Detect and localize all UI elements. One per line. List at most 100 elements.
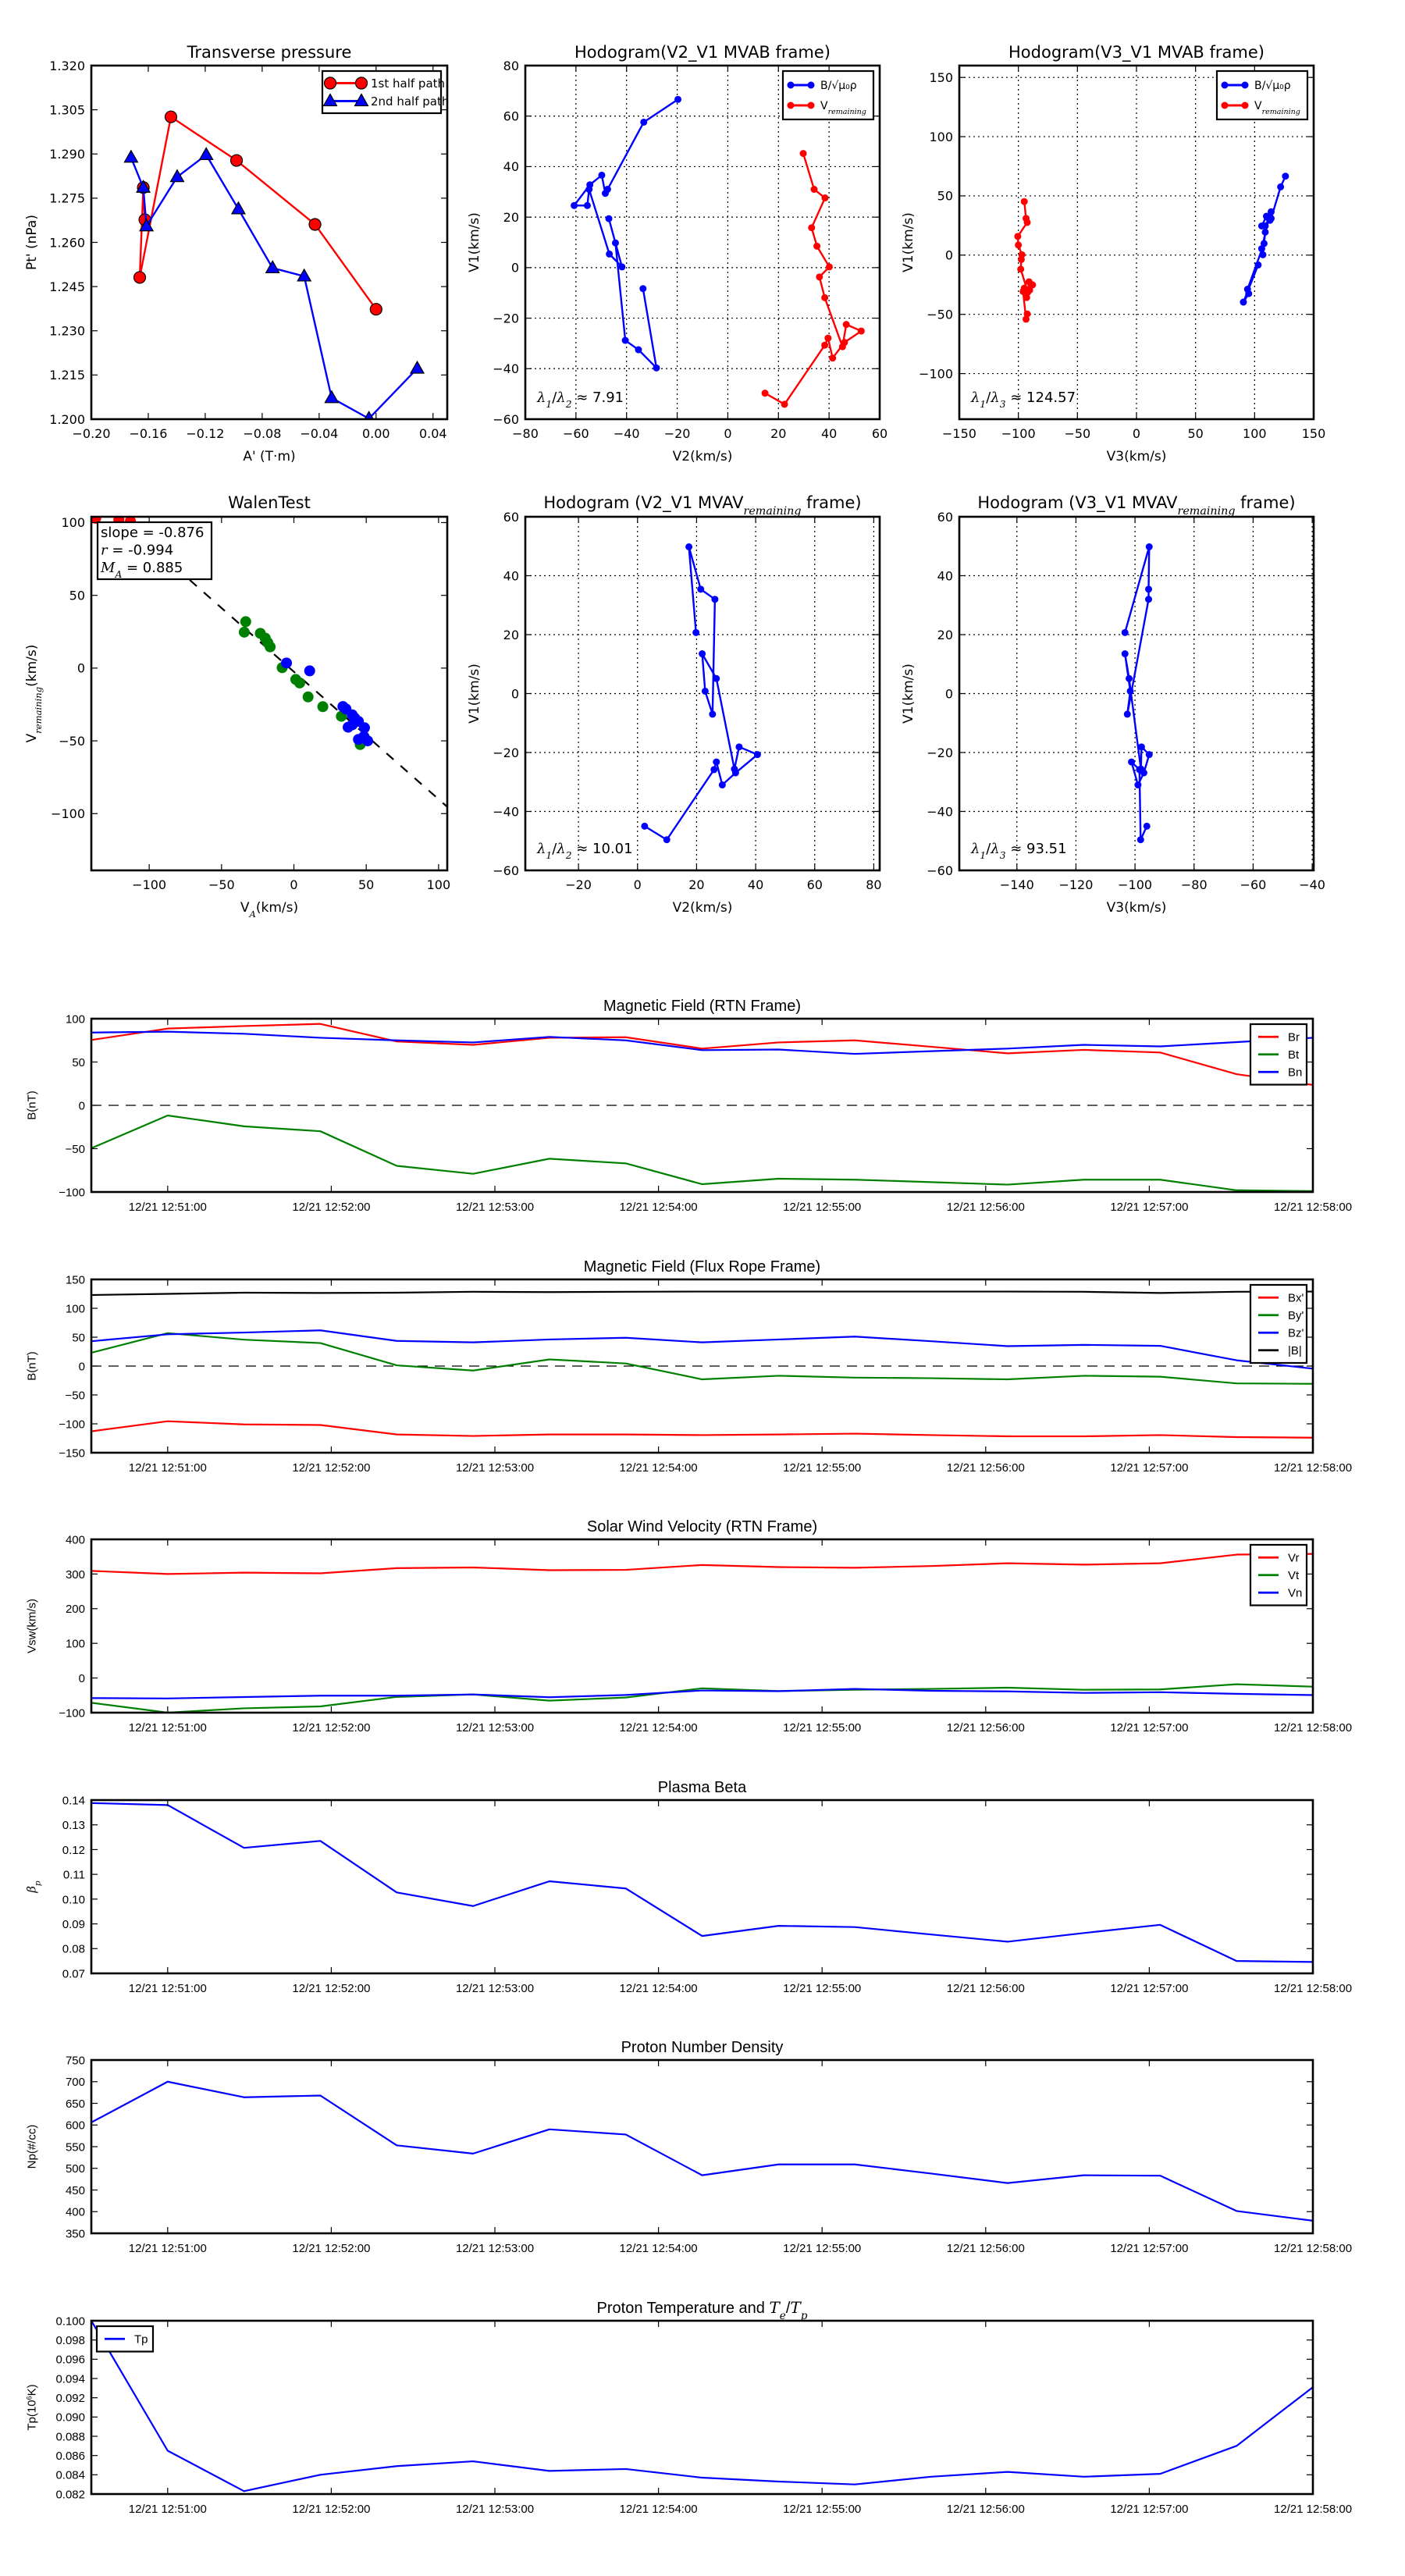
stats-box-frame [96,521,213,581]
plot-area [91,2321,1313,2494]
y-tick-label: 0.088 [55,2430,85,2443]
y-tick-label: 100 [929,130,953,144]
x-tick-label: 12/21 12:53:00 [456,2503,534,2516]
eigenvalue-ratio-annotation-part: / [986,390,991,406]
legend-marker [1221,81,1229,89]
chart-title-part: T [790,2298,802,2317]
chart-title: Magnetic Field (Flux Rope Frame) [584,1258,820,1276]
y-tick-label: 150 [66,1273,85,1286]
hodogram-v3-v1-mvav-chart: −140 −120 −100 −80 −60 −40 −60 −40 −20 0 20 40 60 Hod… [901,493,1325,916]
legend-label-b: |B| [1288,1344,1302,1357]
x-tick-label: 12/21 12:56:00 [947,1982,1025,1995]
hodogram-v3-v1-mvab-chart: −150 −100 −50 0 50 100 150 −100 −50 0 50 100 150 Hodo… [901,43,1325,464]
y-tick-label: 0.090 [55,2411,85,2425]
2nd-half-path-point [169,169,185,183]
y-axis-label: Tp(106K) [25,2384,38,2430]
series-2-point [358,722,370,734]
b-point [640,118,648,126]
b-point [1268,208,1275,215]
series-0-point [713,758,720,766]
y-tick-label: 0.098 [55,2334,85,2347]
y-tick-label: 400 [66,2206,85,2219]
x-tick-label: 12/21 12:53:00 [456,1201,534,1214]
x-tick-label: 12/21 12:51:00 [129,1982,207,1995]
2nd-half-path-point [198,147,214,160]
x-tick-label: 12/21 12:57:00 [1110,1721,1188,1735]
y-tick-label: 1.200 [49,412,85,427]
x-tick-label: 12/21 12:57:00 [1110,1201,1188,1214]
eigenvalue-ratio-annotation-part: 3 [1000,399,1006,410]
vremaining-point [813,242,821,250]
y-tick-label: 0.100 [55,2314,85,2328]
y-tick-label: 1.320 [49,59,85,73]
b-point [1282,173,1289,180]
legend-label-vremaining-part: remaining [1262,108,1300,116]
bx-line [91,1420,1313,1439]
x-tick-label: −50 [208,877,235,892]
2nd-half-path-point [136,180,151,193]
x-tick-label: 12/21 12:53:00 [456,2242,534,2255]
vremaining-point [821,294,829,301]
eigenvalue-ratio-annotation-part: λ [556,841,565,857]
x-tick-label: 0.00 [362,426,390,441]
x-tick-label: 0.04 [419,426,447,441]
vt-line [91,1683,1313,1713]
series-0-point [1134,781,1142,789]
series-1-point [238,626,250,638]
eigenvalue-ratio-annotation-part: 1 [980,399,986,410]
x-tick-label: 20 [770,426,786,441]
x-tick-label: 12/21 12:56:00 [947,1201,1025,1214]
eigenvalue-ratio-annotation-part: λ [990,390,999,406]
y-tick-label: 400 [66,1533,85,1546]
2nd-half-path-point [230,201,246,215]
y-axis-label: Vsw(km/s) [25,1599,38,1653]
b-line [91,1290,1313,1297]
eigenvalue-ratio-annotation-part: / [986,841,991,857]
x-tick-label: 0 [1133,426,1140,441]
series-0-point [699,650,706,658]
x-tick-label: 12/21 12:52:00 [292,1201,370,1214]
proton-temperature-chart: 12/21 12:51:00 12/21 12:52:00 12/21 12:53:… [25,2298,1352,2516]
x-tick-label: 50 [1187,426,1203,441]
x-tick-label: −0.04 [300,426,338,441]
y-tick-label: −20 [927,745,953,760]
proton-number-density-chart: 12/21 12:51:00 12/21 12:52:00 12/21 12:53:… [25,2039,1352,2255]
x-tick-label: 12/21 12:57:00 [1110,2242,1188,2255]
y-tick-label: 0 [79,1672,85,1685]
1st-half-path-point [133,271,147,284]
vremaining-point [1026,286,1033,294]
eigenvalue-ratio-annotation-part: ≈ 93.51 [1006,841,1067,857]
legend-label-vt: Vt [1288,1569,1300,1582]
x-tick-label: 12/21 12:56:00 [947,2503,1025,2516]
vremaining-point [821,194,829,202]
series-0-point [1126,674,1133,682]
y-tick-label: −150 [59,1446,85,1460]
legend-marker [322,93,338,107]
y-tick-label: 0 [511,261,519,276]
1st-half-path-point [229,154,244,167]
chart-title: Transverse pressure [187,43,352,62]
y-tick-label: −100 [919,366,953,381]
series-0-point [692,628,700,636]
eigenvalue-ratio-annotation: λ1/λ3 ≈ 124.57 [970,390,1076,410]
b-point [598,171,606,179]
chart-title: Plasma Beta [658,1779,747,1796]
x-tick-label: 50 [358,877,374,892]
x-tick-label: −0.12 [186,426,224,441]
axes-frame [90,2319,1314,2496]
b-point [606,250,614,258]
y-tick-label: 450 [66,2184,85,2197]
x-tick-label: −80 [1181,877,1208,892]
b-point [583,201,591,209]
plot-marks [91,1802,1313,1963]
x-tick-label: 12/21 12:51:00 [129,1461,207,1475]
x-tick-label: 12/21 12:51:00 [129,2242,207,2255]
y-tick-label: −100 [59,1186,85,1199]
y-tick-label: −60 [493,863,519,878]
x-tick-label: 12/21 12:57:00 [1110,2503,1188,2516]
legend-label-vremaining: Vremaining [1254,100,1300,116]
x-tick-label: −150 [942,426,976,441]
y-tick-label: 0.13 [62,1819,85,1832]
series-1-point [302,691,314,703]
